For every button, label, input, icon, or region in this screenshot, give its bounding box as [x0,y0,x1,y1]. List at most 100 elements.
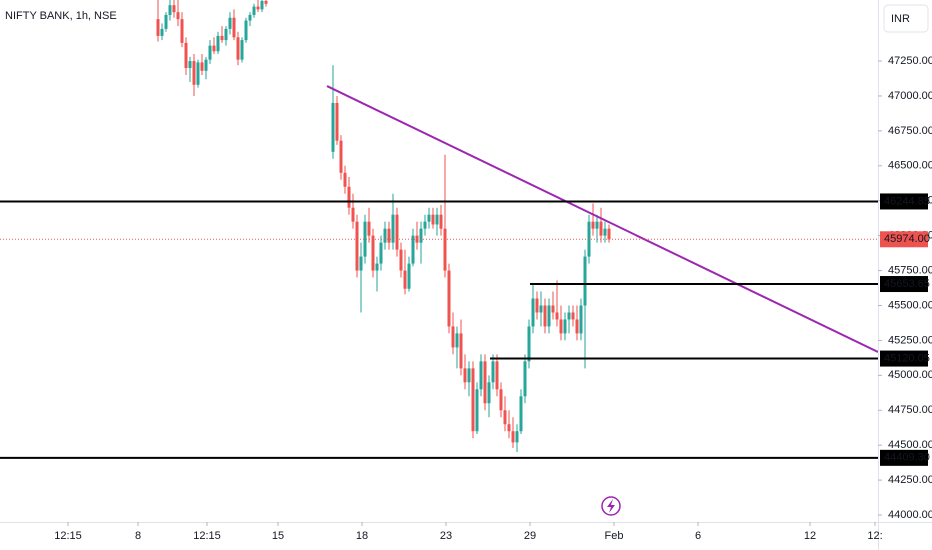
candle-body [359,256,363,271]
candle-body [439,214,443,229]
candle-body [236,37,240,60]
candle-body [519,396,523,432]
candle-body [551,305,555,313]
level-label: 44409.30 [884,452,930,464]
candle-body [435,214,439,225]
candle-body [172,5,176,13]
candle-body [256,6,260,10]
candle-body [264,0,268,4]
candle-body [260,0,264,10]
candle-body [487,382,491,404]
candle-body [567,312,571,320]
event-icon[interactable] [601,496,621,516]
candle-body [555,312,559,320]
y-tick-label: 45500.00 [888,299,932,311]
y-tick-label: 45000.00 [888,369,932,381]
level-label: 46244.85 [884,195,930,207]
candle-body [335,102,339,141]
candle-body [431,214,435,225]
y-tick-label: 45250.00 [888,334,932,346]
y-tick-label: 44750.00 [888,404,932,416]
level-label-box [880,449,928,466]
candle-body [459,333,463,369]
candle-body [196,62,200,85]
candle-body [216,35,220,52]
candle-body [539,305,543,313]
candle-body [387,228,391,243]
candle-body [184,42,188,69]
level-label: 45974.00 [884,233,930,245]
candle-body [156,19,160,36]
candle-body [427,214,431,222]
x-tick-label: 12 [804,530,816,542]
candle-body [411,235,415,264]
candle-body [220,35,224,41]
candle-body [495,361,499,390]
candle-body [367,221,371,236]
axes: 44000.00 44250.00 44500.00 44750.00 45000.00… [54,55,932,542]
x-tick-label: 29 [524,530,536,542]
candle-body [595,221,599,229]
y-tick-label: 47000.00 [888,90,932,102]
candle-body [363,221,367,257]
candle-body [463,368,467,383]
y-tick-label: 45750.00 [888,264,932,276]
candle-body [503,410,507,425]
candle-body [607,228,611,240]
candle-body [232,17,236,38]
level-label: 45653.65 [884,278,930,290]
candle-body [527,326,531,362]
candle-body [483,361,487,404]
y-tick-label: 47250.00 [888,55,932,67]
currency-button[interactable] [883,4,929,33]
candle-body [347,186,351,208]
candle-body [204,59,208,71]
candle-body [571,312,575,320]
level-label-box [880,276,928,293]
candle-body [535,298,539,313]
candle-body [180,19,184,43]
candle-body [563,319,567,334]
candle-body [471,368,475,432]
level-label-box [880,193,928,210]
level-label: 45120.05 [884,352,930,364]
candle-body [547,305,551,327]
candle-body [228,17,232,29]
candle-body [355,221,359,271]
candle-body [543,305,547,327]
candle-body [523,361,527,397]
x-tick-label: 15 [272,530,284,542]
candle-body [399,249,403,271]
candle-body [583,256,587,306]
candle-body [331,102,335,152]
candle-body [244,20,248,41]
x-tick-label: 6 [695,530,701,542]
currency-label[interactable]: INR [891,13,910,25]
y-tick-label: 44500.00 [888,439,932,451]
candle-body [188,61,192,69]
candle-body [603,228,607,236]
candle-body [575,319,579,334]
candle-body [443,228,447,271]
candle-body [403,270,407,289]
level-label-box [880,350,928,367]
candle-body [160,28,164,36]
x-tick-label: 12:15 [193,530,221,542]
candle-body [248,14,252,21]
x-tick-label: 18 [356,530,368,542]
x-tick-label: 12:15 [54,530,82,542]
candle-body [599,221,603,236]
chart-title: NIFTY BANK, 1h, NSE [5,10,117,22]
candle-body [379,242,383,264]
candle-body [224,28,228,41]
candle-body [343,172,347,187]
candle-body [176,12,180,20]
candle-body [447,270,451,327]
candle-body [423,221,427,229]
x-tick-label: 8 [135,530,141,542]
candle-body [240,40,244,60]
candle-body [391,214,395,243]
candle-body [515,431,519,443]
candle-body [192,61,196,85]
